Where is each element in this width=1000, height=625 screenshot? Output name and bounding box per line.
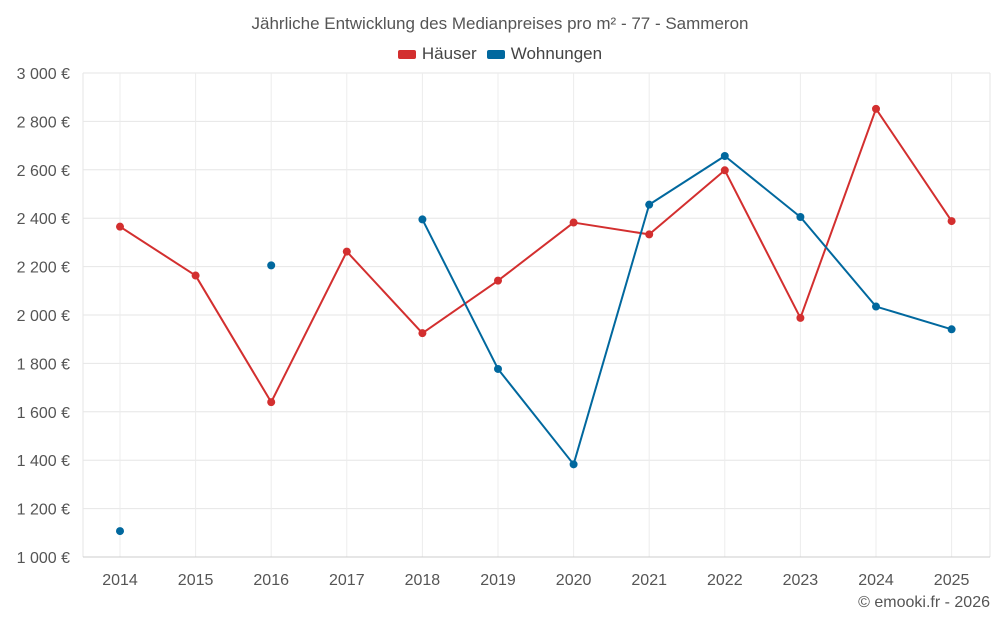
legend: Häuser Wohnungen xyxy=(0,44,1000,64)
data-point-haeuser: Häuser 2019: 2142 € xyxy=(494,276,502,285)
x-tick-label: 2022 xyxy=(707,572,743,589)
credit-text: © emooki.fr - 2026 xyxy=(858,594,990,611)
series-line-wohnungen xyxy=(421,155,952,466)
x-tick-label: 2025 xyxy=(934,572,970,589)
x-tick-label: 2016 xyxy=(253,572,289,589)
data-point-haeuser: Häuser 2018: 1925 € xyxy=(418,329,427,338)
y-tick-label: 1 200 € xyxy=(17,502,70,519)
data-point-wohnungen: Wohnungen 2018: 2395 € xyxy=(418,215,427,224)
data-point-haeuser: Häuser 2023: 1988 € xyxy=(796,313,805,322)
x-tick-label: 2024 xyxy=(858,572,894,589)
legend-item-haeuser[interactable]: Häuser xyxy=(397,44,477,64)
x-tick-label: 2018 xyxy=(405,572,441,589)
y-tick-label: 1 600 € xyxy=(17,405,70,422)
series-line-haeuser xyxy=(119,107,953,404)
x-tick-label: 2021 xyxy=(631,572,667,589)
data-point-wohnungen: Wohnungen 2019: 1777 € xyxy=(494,364,502,373)
x-tick-label: 2020 xyxy=(556,572,592,589)
y-tick-label: 1 800 € xyxy=(17,356,70,373)
x-tick-label: 2014 xyxy=(102,572,138,589)
legend-item-wohnungen[interactable]: Wohnungen xyxy=(486,44,603,64)
data-point-wohnungen: Wohnungen 2025: 1941 € xyxy=(947,325,956,334)
data-point-haeuser: Häuser 2015: 2163 € xyxy=(191,271,200,280)
y-tick-label: 1 000 € xyxy=(17,550,70,567)
legend-label-haeuser: Häuser xyxy=(421,44,477,63)
y-tick-label: 2 600 € xyxy=(17,163,70,180)
data-point-wohnungen: Wohnungen 2023: 2405 € xyxy=(796,212,805,221)
legend-swatch-wohnungen xyxy=(486,49,505,59)
data-point-wohnungen: Wohnungen 2014: 1107 € xyxy=(116,527,124,536)
legend-swatch-haeuser xyxy=(397,49,416,59)
data-point-wohnungen: Wohnungen 2024: 2035 € xyxy=(872,302,880,311)
y-tick-label: 2 400 € xyxy=(17,211,70,228)
y-tick-label: 3 000 € xyxy=(17,66,70,83)
x-tick-label: 2019 xyxy=(480,572,516,589)
legend-label-wohnungen: Wohnungen xyxy=(510,44,603,63)
data-point-wohnungen: Wohnungen 2016: 2205 € xyxy=(267,261,276,270)
data-point-haeuser: Häuser 2024: 2852 € xyxy=(872,104,880,113)
chart-title: Jährliche Entwicklung des Medianpreises … xyxy=(251,14,749,33)
y-tick-label: 1 400 € xyxy=(17,453,70,470)
x-tick-label: 2015 xyxy=(178,572,214,589)
data-point-haeuser: Häuser 2021: 2333 € xyxy=(645,230,654,239)
data-point-haeuser: Häuser 2025: 2388 € xyxy=(947,217,956,226)
data-point-haeuser: Häuser 2020: 2382 € xyxy=(569,218,578,227)
y-tick-label: 2 200 € xyxy=(17,260,70,277)
data-point-wohnungen: Wohnungen 2021: 2456 € xyxy=(645,200,654,209)
y-tick-label: 2 800 € xyxy=(17,114,70,131)
data-point-haeuser: Häuser 2014: 2365 € xyxy=(116,222,124,231)
data-point-haeuser: Häuser 2016: 1640 € xyxy=(267,398,276,407)
data-point-wohnungen: Wohnungen 2022: 2657 € xyxy=(720,152,729,161)
data-point-wohnungen: Wohnungen 2020: 1383 € xyxy=(569,460,578,469)
data-point-haeuser: Häuser 2017: 2262 € xyxy=(342,247,351,256)
data-point-haeuser: Häuser 2022: 2598 € xyxy=(720,166,729,175)
y-tick-label: 2 000 € xyxy=(17,308,70,325)
x-tick-label: 2017 xyxy=(329,572,365,589)
x-tick-label: 2023 xyxy=(783,572,819,589)
